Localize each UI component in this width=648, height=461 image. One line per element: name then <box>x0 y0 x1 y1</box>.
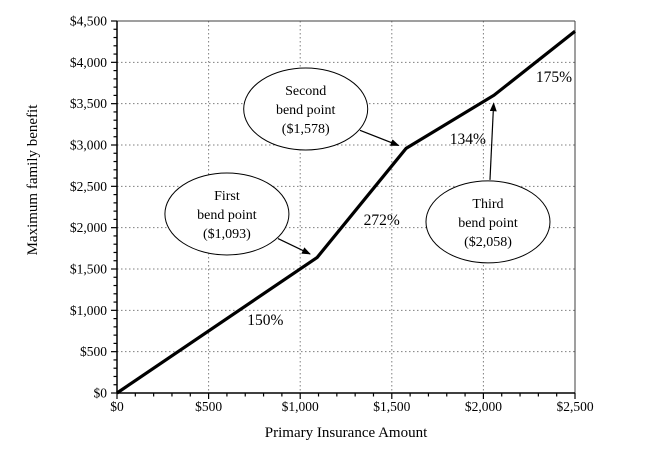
y-tick-label: $3,500 <box>70 96 107 111</box>
second-bend-point-callout <box>243 67 369 151</box>
x-tick-label: $2,000 <box>465 399 502 414</box>
y-tick-label: $1,000 <box>70 303 107 318</box>
first-bend-point-label-line: bend point <box>197 208 257 223</box>
x-tick-label: $0 <box>110 399 124 414</box>
y-tick-label: $4,500 <box>70 14 107 29</box>
y-tick-label: $2,500 <box>70 179 107 194</box>
x-tick-label: $2,500 <box>556 399 593 414</box>
third-bend-point-label-line: Third <box>472 197 503 212</box>
y-tick-label: $2,000 <box>70 220 107 235</box>
segment-rate-label: 175% <box>536 69 572 86</box>
second-bend-point-label-line: Second <box>285 84 326 99</box>
third-bend-point-label-line: bend point <box>458 216 518 231</box>
second-bend-point-label-line: ($1,578) <box>282 122 330 137</box>
x-tick-label: $500 <box>195 399 222 414</box>
first-bend-point-callout <box>164 172 290 256</box>
x-tick-label: $1,500 <box>373 399 410 414</box>
segment-rate-label: 272% <box>364 212 400 229</box>
segment-rate-label: 134% <box>450 131 486 148</box>
first-bend-point-label-line: ($1,093) <box>203 227 251 242</box>
x-tick-label: $1,000 <box>282 399 319 414</box>
first-bend-point-label-line: First <box>214 189 240 204</box>
benefit-line <box>116 30 576 395</box>
second-bend-point-label-line: bend point <box>276 103 336 118</box>
y-tick-label: $0 <box>94 386 108 401</box>
third-bend-point-callout <box>425 180 551 264</box>
third-bend-point-arrow <box>489 102 497 180</box>
third-bend-point-label-line: ($2,058) <box>464 235 512 250</box>
first-bend-point-arrow <box>277 238 311 255</box>
y-tick-label: $3,000 <box>70 138 107 153</box>
second-bend-point-arrow <box>359 129 400 147</box>
y-tick-label: $4,000 <box>70 55 107 70</box>
y-axis-title: Maximum family benefit <box>25 104 41 256</box>
segment-rate-label: 150% <box>247 312 283 329</box>
x-axis-title: Primary Insurance Amount <box>265 425 428 441</box>
y-tick-label: $500 <box>80 344 107 359</box>
y-tick-label: $1,500 <box>70 262 107 277</box>
